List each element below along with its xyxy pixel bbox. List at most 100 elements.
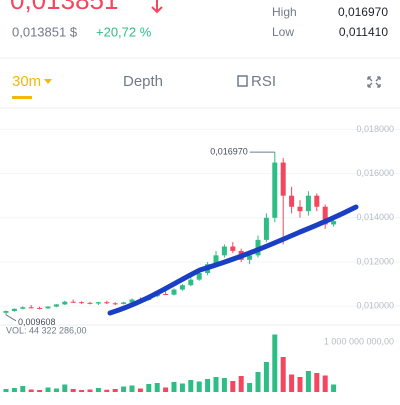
volume-bar bbox=[163, 387, 169, 392]
change: +20,72 % bbox=[96, 24, 152, 39]
candle-body bbox=[188, 279, 194, 286]
candle-body bbox=[121, 302, 127, 304]
chart: 0,010000 0,012000 0,014000 0,016000 0,018000… bbox=[0, 124, 400, 392]
hand-drawn-trendline bbox=[107, 204, 359, 316]
volume-bar bbox=[70, 389, 76, 392]
high: 0,016970 bbox=[338, 5, 388, 19]
rsi-icon[interactable] bbox=[237, 75, 248, 87]
down-arrow bbox=[151, 0, 163, 14]
candle-body bbox=[221, 246, 227, 256]
volume-bar bbox=[247, 383, 253, 392]
volume-bar bbox=[112, 389, 118, 392]
candle-body bbox=[289, 195, 295, 207]
volume-bar bbox=[45, 387, 51, 392]
low-label: Low bbox=[272, 25, 294, 39]
volume-bar bbox=[20, 386, 26, 392]
tab-depth[interactable]: Depth bbox=[123, 73, 163, 90]
candle-body bbox=[305, 195, 311, 212]
tab-30m[interactable]: 30m bbox=[12, 73, 41, 90]
dropdown-icon[interactable] bbox=[44, 79, 52, 84]
volume-bar bbox=[196, 381, 202, 392]
volume-bar bbox=[11, 388, 17, 392]
candle-body bbox=[272, 162, 278, 218]
fiat-price: 0,013851 $ bbox=[12, 24, 78, 39]
candle-body bbox=[37, 307, 43, 309]
volume-bar bbox=[221, 378, 227, 392]
volume-bar bbox=[121, 386, 127, 392]
candle-body bbox=[163, 294, 169, 296]
candle-body bbox=[62, 301, 68, 305]
volume-bar bbox=[79, 390, 85, 392]
volume-bar bbox=[238, 376, 244, 392]
y-tick-label: 0,014000 bbox=[356, 212, 394, 222]
volume-bar bbox=[272, 334, 278, 392]
candle-body bbox=[331, 221, 337, 225]
annotation-label: 0,009608 bbox=[18, 317, 56, 327]
candle-body bbox=[213, 255, 219, 265]
volume-bar bbox=[137, 388, 143, 392]
v-tick-label: 1 000 000 000,00 bbox=[324, 336, 394, 346]
y-tick-label: 0,010000 bbox=[356, 301, 394, 311]
volume-bar bbox=[289, 374, 295, 392]
volume-bar bbox=[146, 384, 152, 392]
y-tick-label: 0,016000 bbox=[356, 168, 394, 178]
candle-body bbox=[247, 255, 253, 260]
volume-bar bbox=[255, 372, 261, 392]
candle-body bbox=[95, 302, 101, 304]
candle-body bbox=[28, 307, 34, 309]
candle-body bbox=[87, 302, 93, 304]
candle-body bbox=[171, 289, 177, 295]
candle-body bbox=[322, 206, 328, 225]
volume-bar bbox=[3, 389, 9, 392]
volume-bar bbox=[305, 371, 311, 392]
volume-bar bbox=[331, 384, 337, 392]
candle-body bbox=[45, 306, 51, 309]
volume-bar bbox=[154, 383, 160, 392]
volume-bar bbox=[314, 373, 320, 392]
candle-body bbox=[263, 217, 269, 240]
candle-body bbox=[112, 303, 118, 305]
volume-bar bbox=[95, 388, 101, 392]
volume-bar bbox=[53, 388, 59, 392]
volume-bar bbox=[322, 375, 328, 392]
volume-bar bbox=[62, 384, 68, 392]
high-label: High bbox=[272, 5, 297, 19]
candle-body bbox=[53, 304, 59, 307]
y-tick-label: 0,012000 bbox=[356, 256, 394, 266]
candle-body bbox=[196, 273, 202, 280]
candle-body bbox=[3, 311, 9, 313]
candle-body bbox=[79, 302, 85, 304]
volume-bar bbox=[297, 377, 303, 392]
candle-body bbox=[70, 301, 76, 303]
volume-bar bbox=[213, 377, 219, 392]
fullscreen-icon[interactable] bbox=[367, 76, 381, 88]
candle-body bbox=[179, 285, 185, 290]
y-tick-label: 0,018000 bbox=[356, 124, 394, 134]
tab-underline bbox=[12, 96, 32, 99]
candle-body bbox=[129, 299, 135, 303]
volume-bar bbox=[104, 389, 110, 392]
candle-body bbox=[230, 246, 236, 251]
volume-bar bbox=[188, 380, 194, 392]
volume-bar bbox=[171, 382, 177, 392]
volume-bar bbox=[129, 385, 135, 392]
volume-bar bbox=[87, 389, 93, 392]
candle-body bbox=[297, 206, 303, 212]
candle-body bbox=[280, 162, 286, 196]
candle-body bbox=[20, 307, 26, 309]
price: 0,013851 bbox=[10, 0, 118, 15]
volume-bar bbox=[230, 381, 236, 392]
volume-bar bbox=[37, 390, 43, 392]
candle-body bbox=[104, 302, 110, 304]
volume-bar bbox=[205, 379, 211, 392]
annotation-label: 0,016970 bbox=[210, 147, 248, 157]
volume-label: VOL: 44 322 286,00 bbox=[6, 325, 87, 335]
tab-rsi[interactable]: RSI bbox=[251, 73, 276, 90]
volume-bar bbox=[28, 389, 34, 392]
volume-bar bbox=[263, 362, 269, 392]
annotation-line bbox=[5, 314, 17, 322]
volume-bar bbox=[179, 383, 185, 392]
low: 0,011410 bbox=[339, 25, 388, 39]
volume-bar bbox=[280, 357, 286, 392]
